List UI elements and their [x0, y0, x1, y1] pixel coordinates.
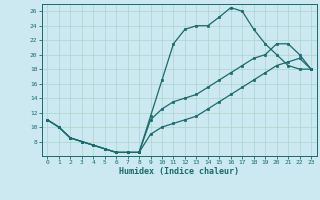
- X-axis label: Humidex (Indice chaleur): Humidex (Indice chaleur): [119, 167, 239, 176]
